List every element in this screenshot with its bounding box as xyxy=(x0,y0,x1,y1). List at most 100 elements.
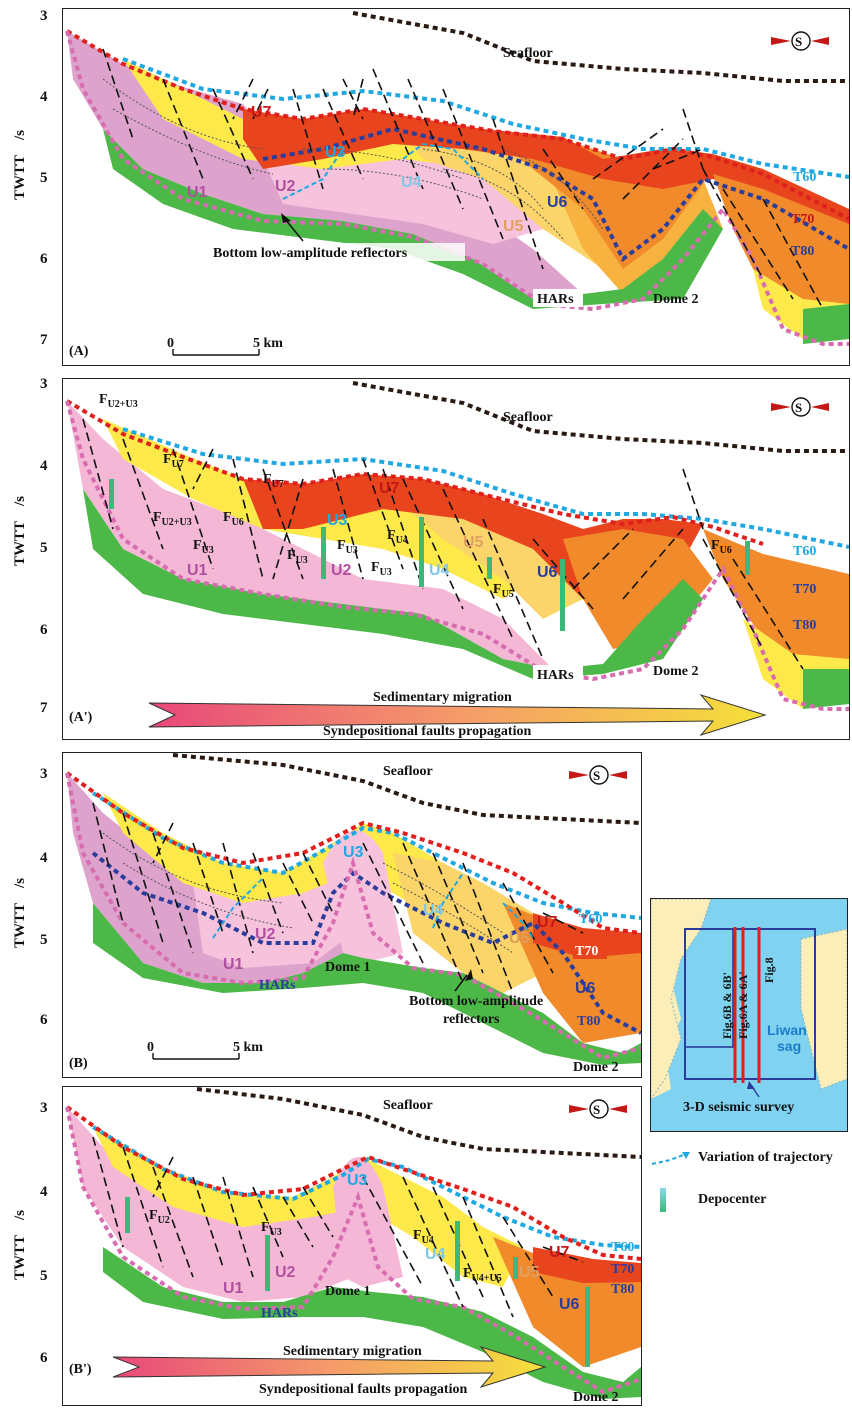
fault-propagation-label: Syndepositional faults propagation xyxy=(323,724,531,739)
unit-label-u1: U1 xyxy=(187,562,208,579)
unit-label-u7: U7 xyxy=(379,480,400,497)
scale-start: 0 xyxy=(167,336,174,351)
unit-label-u2: U2 xyxy=(275,1264,296,1281)
seafloor-line xyxy=(352,11,849,83)
hars-label: HARs xyxy=(259,978,296,993)
svg-text:FU2+U3: FU2+U3 xyxy=(99,392,138,410)
svg-text:FU5: FU5 xyxy=(493,582,514,600)
fault-label-fu5: FU5 xyxy=(493,582,514,600)
dome1-label: Dome 1 xyxy=(325,1284,371,1299)
horizon-label-t70: T70 xyxy=(611,1262,634,1277)
survey-arrowhead xyxy=(747,1081,755,1089)
depocenter-bar xyxy=(585,1287,590,1367)
depocenter-bar xyxy=(125,1197,130,1233)
hars-label: HARs xyxy=(537,668,574,683)
fault-label-fu7: FU7 xyxy=(163,452,184,470)
migration-arrow xyxy=(148,694,767,736)
tick-a-4: 4 xyxy=(40,89,48,105)
u1-body xyxy=(67,401,553,669)
scale-bar xyxy=(152,1053,240,1060)
t70-line xyxy=(65,771,641,935)
hars-box xyxy=(533,289,583,307)
panel-tag: (A) xyxy=(69,344,89,359)
t80-line xyxy=(262,126,849,263)
u7-body xyxy=(533,1247,641,1283)
svg-text:S: S xyxy=(593,1102,600,1117)
section-a: U7 U3 U4 U1 U2 U5 U6 Seafloor T60 T70 T8… xyxy=(65,11,849,359)
seafloor-line xyxy=(196,1087,641,1159)
unit-label-u6: U6 xyxy=(547,194,568,211)
depocenter-bar xyxy=(419,517,424,587)
unit-label-u2: U2 xyxy=(275,178,296,195)
depocenter-bar xyxy=(265,1235,270,1291)
tick-b-4: 4 xyxy=(40,850,48,866)
annotation-arrowhead xyxy=(465,969,473,981)
compass-icon: S xyxy=(569,1099,627,1119)
trajectory-arrow xyxy=(402,142,484,180)
seafloor-line xyxy=(352,381,849,453)
fault-label-fu6: FU6 xyxy=(223,510,244,528)
tick-a-3: 3 xyxy=(40,8,48,24)
survey-label: 3-D seismic survey xyxy=(683,1100,794,1115)
scale-bar xyxy=(172,349,260,356)
tick-b2-5: 5 xyxy=(40,1268,48,1284)
u3-body xyxy=(93,1127,523,1287)
panel-a-prime: U7 U3 U2 U1 U4 U5 U6 Seafloor T60 T70 T8… xyxy=(62,378,850,740)
trajectory-icon xyxy=(651,1152,690,1165)
tick-a2-3: 3 xyxy=(40,376,48,392)
panel-b: U3 U2 U1 U4 U5 U7 U6 Seafloor T60 T70 T8… xyxy=(62,752,642,1078)
hars-label: HARs xyxy=(537,292,574,307)
t70-box xyxy=(573,941,607,959)
svg-text:FU3: FU3 xyxy=(261,1220,282,1238)
depocenter-bar xyxy=(487,557,492,579)
horizon-label-t70: T70 xyxy=(575,944,598,959)
fault-label-fu2: FU2 xyxy=(149,1208,170,1226)
scale-start: 0 xyxy=(147,1040,154,1055)
seafloor-line xyxy=(172,753,641,825)
svg-text:S: S xyxy=(593,768,600,783)
seafloor-label: Seafloor xyxy=(503,410,553,425)
horizon-label-t70: T70 xyxy=(793,582,816,597)
green-right xyxy=(803,304,849,344)
tick-a-6: 6 xyxy=(40,251,48,267)
hars-label: HARs xyxy=(261,1306,298,1321)
fault-label-fu3: FU3 xyxy=(261,1220,282,1238)
base-line xyxy=(65,1106,641,1395)
compass-icon: S xyxy=(771,31,829,51)
unit-label-u2: U2 xyxy=(331,562,352,579)
tick-b-3: 3 xyxy=(40,766,48,782)
u4-body xyxy=(383,489,583,619)
legend-trajectory-label: Variation of trajectory xyxy=(698,1150,833,1165)
green-base xyxy=(93,903,641,1065)
t80-line xyxy=(91,851,641,1035)
dome2-label: Dome 2 xyxy=(573,1390,619,1405)
tick-a2-5: 5 xyxy=(40,540,48,556)
green-base xyxy=(103,129,723,309)
depocenter-bar xyxy=(560,559,565,631)
sedimentary-migration-label: Sedimentary migration xyxy=(283,1344,422,1359)
internal-reflectors xyxy=(102,78,604,240)
fault-lines xyxy=(92,802,584,994)
fault-label-fu4: FU4 xyxy=(387,528,408,546)
fault-label-fu4u5: FU4+U5 xyxy=(463,1266,502,1284)
panel-tag: (A') xyxy=(69,710,93,725)
svg-text:FU7: FU7 xyxy=(163,452,184,470)
svg-text:FU3: FU3 xyxy=(193,538,214,556)
unit-label-u7: U7 xyxy=(251,104,272,121)
fault-lines xyxy=(102,48,824,310)
bottom-low-amp-label: reflectors xyxy=(443,1012,500,1027)
svg-text:FU4+U5: FU4+U5 xyxy=(463,1266,502,1284)
svg-text:FU6: FU6 xyxy=(223,510,244,528)
trajectory-arrow xyxy=(282,148,344,200)
unit-label-u5: U5 xyxy=(509,930,530,947)
unit-label-u6: U6 xyxy=(575,980,596,997)
t60-line xyxy=(91,1125,641,1249)
fault-label-fu3: FU3 xyxy=(337,538,358,556)
unit-label-u1: U1 xyxy=(223,956,244,973)
t70-line xyxy=(65,399,764,546)
depocenter-icon xyxy=(660,1188,666,1212)
depocenter-bar xyxy=(455,1221,460,1281)
green-right xyxy=(803,669,849,709)
tick-b-5: 5 xyxy=(40,932,48,948)
tick-a-5: 5 xyxy=(40,170,48,186)
